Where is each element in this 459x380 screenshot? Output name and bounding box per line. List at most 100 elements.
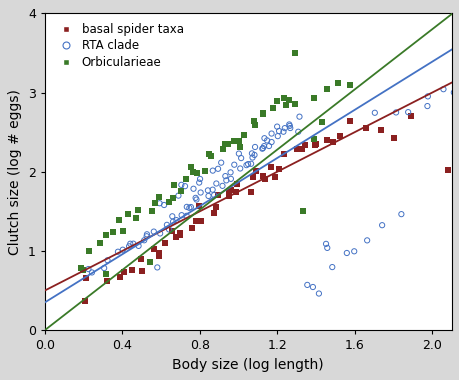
Point <box>170 182 178 188</box>
Point <box>322 241 329 247</box>
Point <box>210 192 218 198</box>
Point <box>311 141 319 147</box>
Point <box>328 264 335 270</box>
Point <box>282 101 290 108</box>
Point <box>267 163 274 169</box>
Point <box>172 234 179 240</box>
Point <box>279 129 286 135</box>
Point <box>208 187 216 193</box>
Point <box>397 211 404 217</box>
Point <box>196 190 204 196</box>
Point <box>235 150 242 157</box>
Point <box>134 243 142 249</box>
Point <box>285 97 292 103</box>
Point <box>195 203 202 209</box>
Point <box>118 228 126 234</box>
Point <box>230 162 237 168</box>
Point <box>102 271 109 277</box>
Point <box>155 250 162 256</box>
Point <box>329 139 336 145</box>
Point <box>168 213 176 219</box>
Point <box>390 135 397 141</box>
Point <box>226 187 234 193</box>
Point <box>294 129 301 135</box>
Point <box>214 192 221 198</box>
Point <box>84 266 92 272</box>
Point <box>363 238 370 244</box>
Point <box>114 249 121 255</box>
Point <box>226 169 234 176</box>
Point <box>275 166 282 172</box>
Point <box>181 183 188 189</box>
Point <box>273 98 280 104</box>
Point <box>267 130 274 136</box>
Point <box>449 89 457 95</box>
Point <box>443 167 450 173</box>
Point <box>129 241 137 247</box>
Point <box>126 241 134 247</box>
Point <box>221 173 229 179</box>
Point <box>342 250 350 256</box>
Point <box>242 162 250 168</box>
Point <box>236 165 243 171</box>
Point <box>183 204 190 210</box>
Point <box>308 284 316 290</box>
Point <box>336 133 343 139</box>
Point <box>160 202 168 208</box>
Point <box>269 105 276 111</box>
Point <box>140 237 148 243</box>
Point <box>314 290 322 296</box>
Point <box>318 119 325 125</box>
Point <box>392 109 399 116</box>
Point <box>439 86 446 92</box>
Point <box>178 212 185 218</box>
Point <box>227 176 234 182</box>
Point <box>224 141 231 147</box>
Point <box>350 248 357 254</box>
Point <box>156 230 163 236</box>
Point <box>370 110 378 116</box>
Point <box>303 282 310 288</box>
Point <box>247 189 254 195</box>
Point <box>403 109 411 115</box>
Point <box>100 265 107 271</box>
Point <box>209 168 216 174</box>
Point <box>173 217 180 223</box>
Point <box>156 200 163 206</box>
Point <box>267 139 274 145</box>
Point <box>85 248 92 254</box>
Point <box>323 86 330 92</box>
Point <box>177 188 185 194</box>
Point <box>109 229 116 235</box>
Point <box>146 259 153 265</box>
Point <box>192 170 200 176</box>
Point <box>202 168 209 174</box>
Point <box>248 155 256 161</box>
Point <box>192 218 200 224</box>
Point <box>279 150 286 157</box>
Point <box>233 181 241 187</box>
Point <box>235 138 242 144</box>
Point <box>174 193 182 199</box>
Point <box>361 125 369 131</box>
Point <box>204 193 212 199</box>
Point <box>252 168 259 174</box>
Point <box>260 135 268 141</box>
Point <box>204 187 211 193</box>
Point <box>310 142 318 148</box>
Point <box>116 274 123 280</box>
Legend: basal spider taxa, RTA clade, Orbicularieae: basal spider taxa, RTA clade, Orbiculari… <box>50 19 187 73</box>
Point <box>165 226 173 233</box>
Point <box>176 232 183 238</box>
Point <box>218 183 226 189</box>
Point <box>132 215 140 221</box>
Point <box>290 50 297 56</box>
Point <box>345 118 353 124</box>
Point <box>155 253 162 259</box>
Point <box>407 113 414 119</box>
Point <box>297 146 305 152</box>
Point <box>143 231 150 238</box>
Point <box>225 189 232 195</box>
Point <box>177 182 185 188</box>
Point <box>168 228 176 234</box>
